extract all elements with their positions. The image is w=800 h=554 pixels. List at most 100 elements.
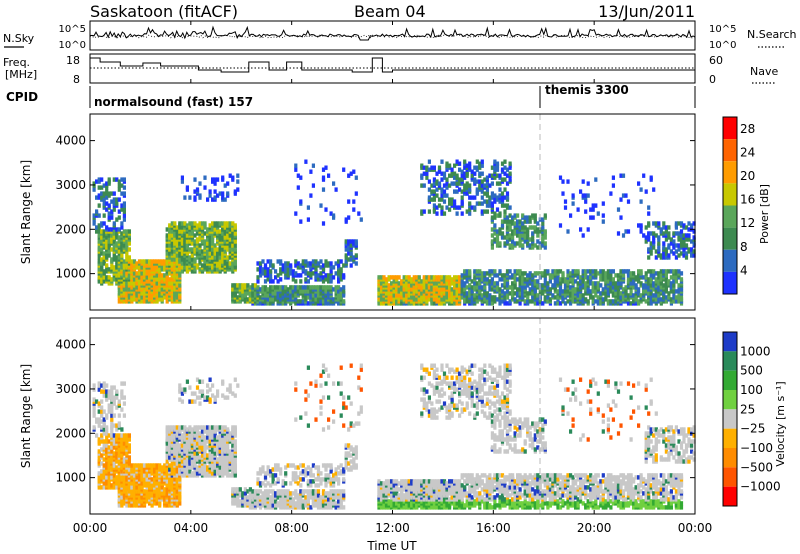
power-cell: [495, 239, 500, 244]
freq-left-tick-top: 18: [66, 54, 80, 67]
power-cell: [581, 269, 585, 274]
power-cell: [274, 295, 278, 300]
velocity-cell: [115, 479, 119, 484]
power-cell: [505, 167, 510, 172]
power-cell: [601, 273, 605, 278]
power-cell: [594, 273, 598, 278]
power-cell: [594, 177, 598, 182]
power-cell: [422, 289, 426, 294]
power-cell: [122, 185, 126, 190]
power-cell: [110, 227, 114, 232]
power-cell: [168, 243, 172, 248]
power-cell: [198, 181, 202, 186]
power-cell: [543, 241, 547, 246]
power-cell: [639, 223, 643, 228]
power-cell: [563, 199, 568, 204]
power-cell: [324, 263, 328, 268]
power-cell: [329, 277, 333, 282]
velocity-cell: [175, 489, 179, 494]
power-cell: [546, 281, 550, 286]
power-cell: [183, 257, 187, 262]
power-cell: [453, 275, 457, 280]
power-cell: [541, 291, 545, 296]
power-cell: [639, 229, 643, 234]
power-cell: [238, 291, 242, 296]
velocity-cell: [165, 459, 169, 464]
power-cell: [533, 271, 537, 276]
power-cell: [258, 261, 263, 266]
power-cell: [493, 159, 497, 164]
power-cell: [518, 269, 522, 274]
power-cell: [410, 277, 414, 282]
power-cell: [397, 281, 401, 286]
power-cell: [516, 223, 520, 228]
power-cell: [117, 187, 121, 192]
power-cell: [193, 195, 197, 200]
power-cell: [505, 191, 510, 196]
power-cell: [319, 291, 323, 296]
power-cell: [584, 281, 588, 286]
power-cell: [263, 279, 268, 284]
power-cell: [137, 287, 142, 292]
velocity-cell: [127, 455, 131, 460]
power-cell: [442, 175, 447, 180]
power-cell: [435, 171, 439, 176]
power-cell: [563, 277, 568, 282]
power-cell: [687, 227, 691, 232]
velocity-cell: [132, 479, 137, 484]
freq-right-tick-bottom: 0: [709, 73, 716, 86]
power-cell: [511, 221, 515, 226]
power-cell: [125, 239, 129, 244]
power-cell: [291, 269, 295, 274]
power-cell: [448, 201, 452, 206]
velocity-cell: [137, 487, 142, 492]
power-cell: [632, 285, 636, 290]
power-cell: [664, 229, 668, 234]
power-cell: [188, 247, 192, 252]
power-cell: [165, 233, 169, 238]
power-cell: [586, 275, 590, 280]
power-cell: [692, 235, 696, 240]
power-cell: [463, 183, 467, 188]
velocity-cell: [150, 477, 154, 482]
power-cell: [495, 161, 500, 166]
power-cell: [269, 285, 273, 290]
power-cell: [100, 235, 104, 240]
power-cell: [195, 187, 200, 192]
power-cell: [344, 253, 348, 258]
power-cell: [110, 209, 114, 214]
power-cell: [390, 295, 394, 300]
velocity-cell: [112, 441, 116, 446]
power-cell: [203, 231, 207, 236]
power-cell: [458, 181, 462, 186]
power-cell: [674, 243, 678, 248]
velocity-cell: [142, 463, 147, 468]
power-cell: [470, 173, 474, 178]
power-cell: [442, 183, 447, 188]
power-cell: [420, 295, 424, 300]
power-cell: [329, 261, 333, 266]
power-cell: [674, 231, 678, 236]
power-cell: [483, 285, 487, 290]
power-cell: [460, 173, 464, 178]
power-cell: [251, 283, 255, 288]
power-cell: [294, 293, 298, 298]
power-cell: [231, 283, 235, 288]
power-cell: [120, 285, 124, 290]
power-cell: [347, 173, 351, 178]
power-cell: [503, 203, 507, 208]
power-cell: [475, 299, 479, 304]
power-cell: [480, 183, 484, 188]
power-cell: [359, 217, 363, 222]
power-cell: [120, 207, 124, 212]
power-cell: [173, 275, 177, 280]
power-cell: [427, 159, 431, 164]
power-cell: [485, 299, 489, 304]
velocity-cell: [122, 451, 126, 456]
power-cell: [329, 299, 333, 304]
power-cell: [536, 239, 540, 244]
power-cell: [621, 269, 626, 274]
velocity-cell: [163, 495, 167, 500]
power-cell: [500, 283, 505, 288]
